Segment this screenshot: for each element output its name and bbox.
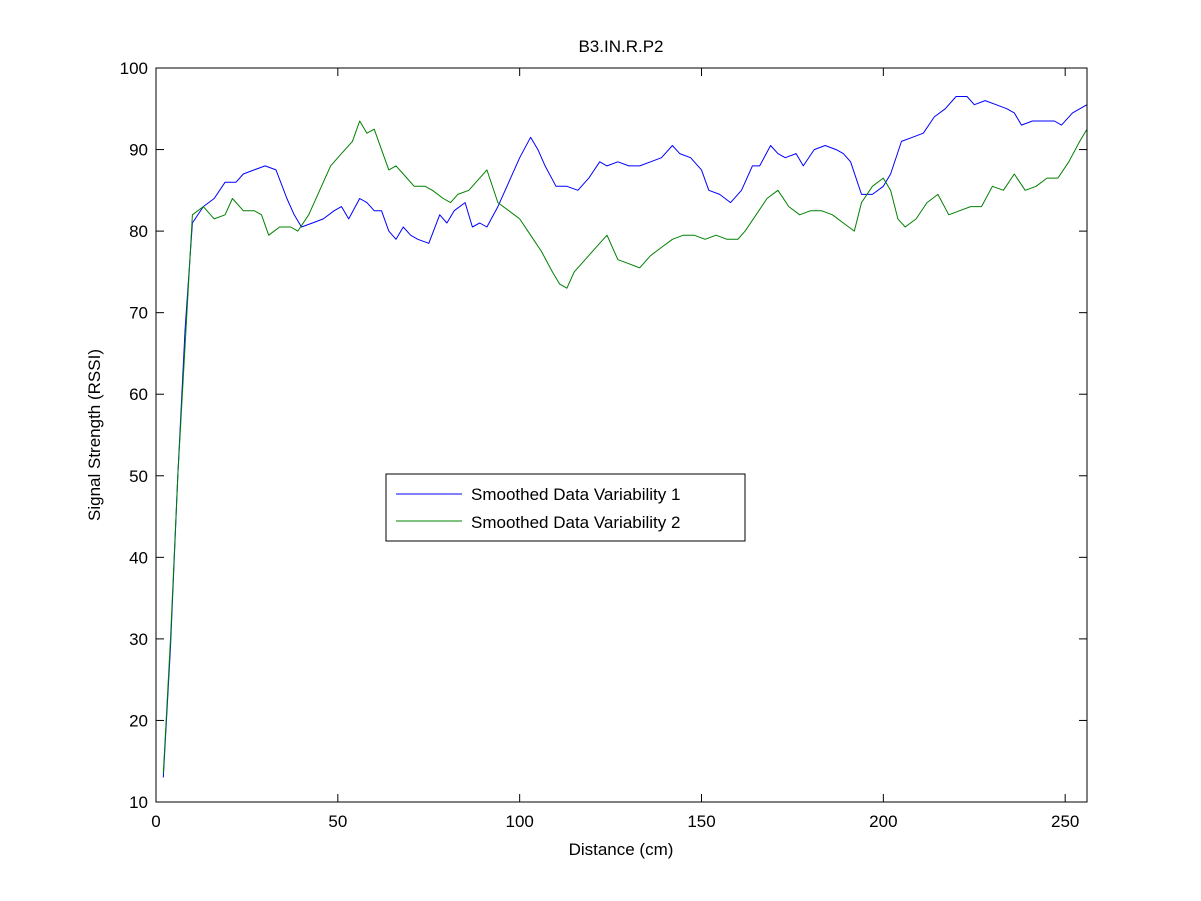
y-tick-label: 20	[129, 711, 148, 730]
y-tick-label: 80	[129, 222, 148, 241]
x-tick-label: 100	[505, 812, 533, 831]
y-tick-label: 50	[129, 467, 148, 486]
y-axis-label: Signal Strength (RSSI)	[85, 349, 104, 521]
series-line-1	[162, 96, 1088, 778]
y-tick-label: 10	[129, 793, 148, 812]
x-tick-label: 200	[869, 812, 897, 831]
x-tick-label: 0	[151, 812, 160, 831]
axes-box	[155, 67, 1088, 803]
chart-title: B3.IN.R.P2	[578, 37, 663, 56]
y-tick-label: 90	[129, 141, 148, 160]
y-tick-label: 60	[129, 385, 148, 404]
legend-label-series-1: Smoothed Data Variability 1	[471, 485, 680, 504]
y-tick-label: 30	[129, 630, 148, 649]
legend: Smoothed Data Variability 1 Smoothed Dat…	[385, 473, 746, 542]
x-tick-label: 50	[328, 812, 347, 831]
series-line-2	[162, 120, 1088, 774]
y-tick-label: 40	[129, 548, 148, 567]
legend-label-series-2: Smoothed Data Variability 2	[471, 513, 680, 532]
x-axis-label: Distance (cm)	[569, 840, 674, 859]
y-tick-label: 70	[129, 304, 148, 323]
x-tick-label: 250	[1051, 812, 1079, 831]
legend-box	[385, 473, 746, 542]
x-tick-label: 150	[687, 812, 715, 831]
series-layer	[162, 96, 1088, 778]
y-tick-label: 100	[120, 59, 148, 78]
tick-layer: 0 50 100 150 200 250 10 20 30 40 50 60 70 80 90 100	[120, 59, 1087, 831]
